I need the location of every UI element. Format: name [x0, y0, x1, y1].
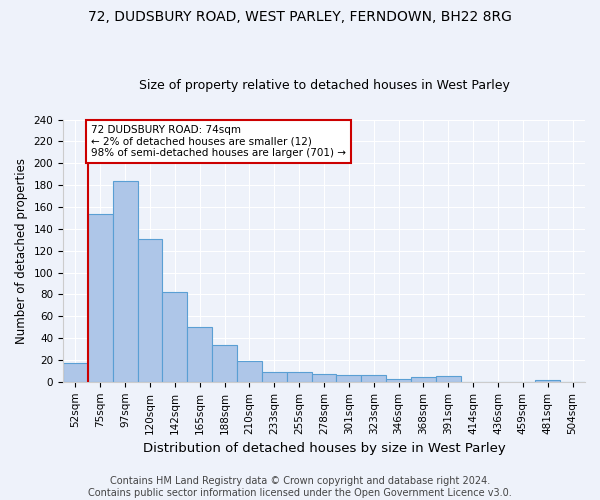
Bar — [535, 380, 560, 382]
Bar — [187, 327, 212, 382]
Bar — [311, 374, 337, 382]
Bar — [386, 378, 411, 382]
Bar — [411, 378, 436, 382]
Bar — [88, 214, 113, 382]
Bar — [337, 376, 361, 382]
Bar — [137, 238, 163, 382]
Bar — [436, 376, 461, 382]
Text: 72, DUDSBURY ROAD, WEST PARLEY, FERNDOWN, BH22 8RG: 72, DUDSBURY ROAD, WEST PARLEY, FERNDOWN… — [88, 10, 512, 24]
Text: 72 DUDSBURY ROAD: 74sqm
← 2% of detached houses are smaller (12)
98% of semi-det: 72 DUDSBURY ROAD: 74sqm ← 2% of detached… — [91, 125, 346, 158]
Bar — [212, 344, 237, 382]
Bar — [163, 292, 187, 382]
Bar — [63, 363, 88, 382]
Bar — [287, 372, 311, 382]
Bar — [361, 376, 386, 382]
Text: Contains HM Land Registry data © Crown copyright and database right 2024.
Contai: Contains HM Land Registry data © Crown c… — [88, 476, 512, 498]
X-axis label: Distribution of detached houses by size in West Parley: Distribution of detached houses by size … — [143, 442, 505, 455]
Bar — [113, 181, 137, 382]
Bar — [237, 361, 262, 382]
Y-axis label: Number of detached properties: Number of detached properties — [15, 158, 28, 344]
Title: Size of property relative to detached houses in West Parley: Size of property relative to detached ho… — [139, 79, 509, 92]
Bar — [262, 372, 287, 382]
